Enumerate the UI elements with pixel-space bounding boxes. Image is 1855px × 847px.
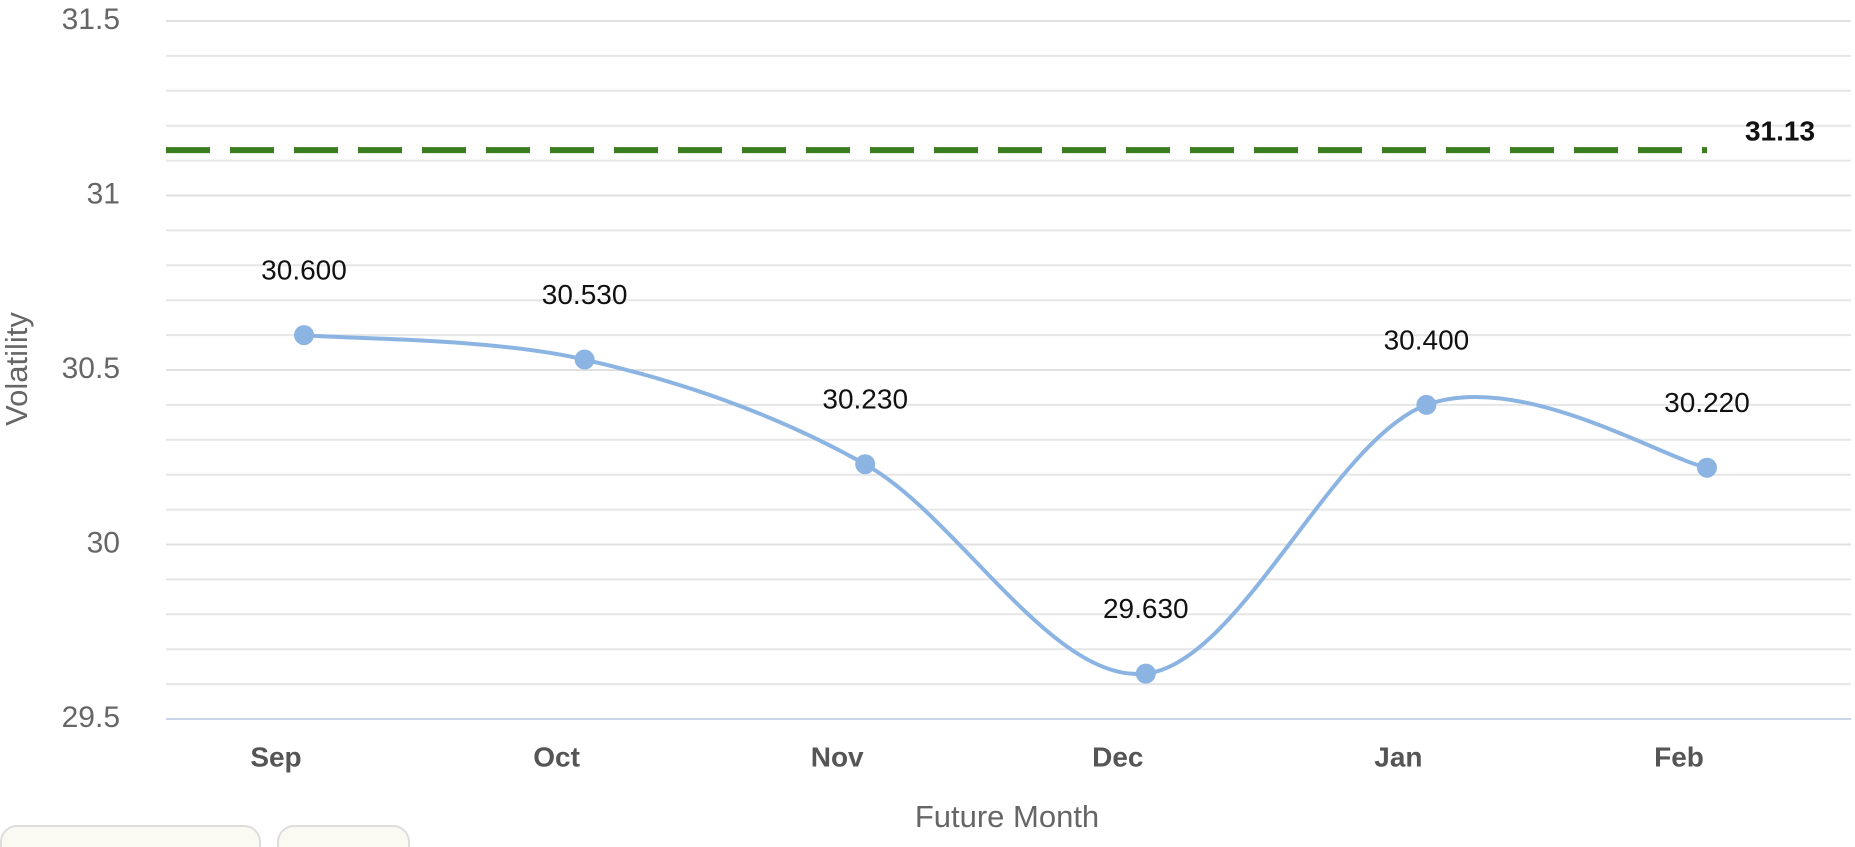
data-label: 30.530 xyxy=(542,279,628,310)
x-tick-label: Dec xyxy=(1092,741,1143,772)
x-tick-label: Jan xyxy=(1374,741,1422,772)
data-point xyxy=(855,454,876,475)
data-point xyxy=(574,349,595,370)
data-label: 30.600 xyxy=(261,254,347,285)
series-line xyxy=(303,333,1708,676)
y-axis-title: Volatility xyxy=(0,312,34,426)
y-tick-label: 31 xyxy=(87,177,120,210)
data-point xyxy=(294,325,314,346)
button[interactable] xyxy=(277,825,410,847)
data-point xyxy=(1416,394,1437,415)
x-tick-label: Feb xyxy=(1654,741,1704,772)
x-tick-label: Oct xyxy=(533,741,580,772)
x-tick-label: Sep xyxy=(250,741,301,772)
button[interactable] xyxy=(0,825,261,847)
data-point xyxy=(1135,663,1156,684)
x-tick-label: Nov xyxy=(811,741,864,772)
y-tick-label: 31.5 xyxy=(62,3,120,36)
x-axis-title: Future Month xyxy=(915,799,1099,834)
data-point xyxy=(1697,457,1717,478)
y-tick-label: 30.5 xyxy=(62,352,120,385)
data-label: 30.220 xyxy=(1664,387,1750,418)
data-label: 29.630 xyxy=(1103,593,1189,624)
y-tick-label: 29.5 xyxy=(62,701,120,734)
reference-label: 31.13 xyxy=(1745,116,1815,147)
y-tick-label: 30 xyxy=(87,526,120,559)
data-label: 30.400 xyxy=(1384,324,1470,355)
data-label: 30.230 xyxy=(822,384,908,415)
